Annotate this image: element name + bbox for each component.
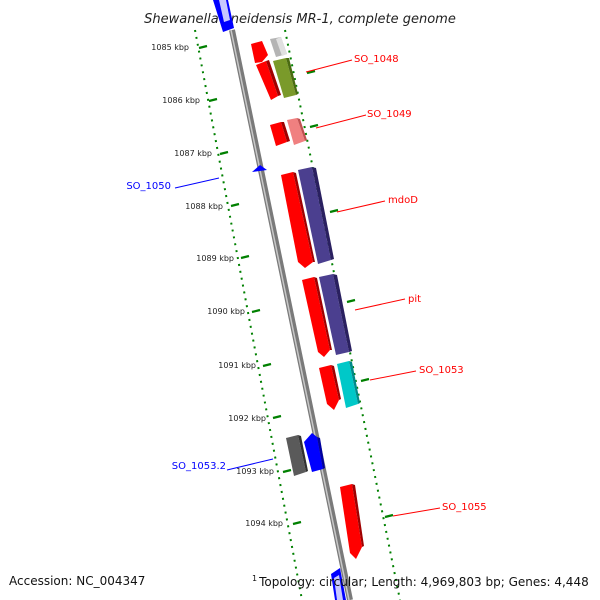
tick-mark: [272, 414, 282, 420]
feature-grey[interactable]: [270, 37, 287, 57]
feature-pink[interactable]: [287, 118, 307, 145]
tick-label: 1087 kbp: [174, 149, 212, 158]
tick-mark: [230, 202, 240, 208]
tick-mark: [282, 468, 292, 474]
left-tick-track: [194, 29, 303, 600]
tick-mark: [262, 362, 272, 368]
callout-so-1055: [392, 507, 441, 517]
topology-text: Topology: circular; Length: 4,969,803 bp…: [259, 575, 589, 589]
callout-so-1048: [305, 59, 353, 73]
gene-label-so-1050[interactable]: SO_1050: [126, 181, 171, 192]
tick-mark: [329, 208, 339, 214]
gene-label-so-1048[interactable]: SO_1048: [354, 54, 399, 65]
ruler-ticks: [198, 44, 394, 526]
tick-mark: [309, 123, 319, 129]
feature-dark-grey[interactable]: [286, 435, 308, 476]
tick-mark: [208, 97, 218, 103]
tick-mark: [219, 150, 229, 156]
feature-purple-2[interactable]: [319, 274, 352, 355]
gene-so-1049[interactable]: [270, 122, 290, 146]
tick-mark: [198, 44, 208, 50]
tick-mark: [360, 377, 370, 383]
tick-label: 1089 kbp: [196, 254, 234, 263]
tick-label: 1093 kbp: [236, 467, 274, 476]
gene-label-so-1053[interactable]: SO_1053: [419, 365, 464, 376]
gene-label-mdod[interactable]: mdoD: [388, 195, 418, 206]
tick-label: 1092 kbp: [228, 414, 266, 423]
reverse-feature-top[interactable]: [213, 0, 234, 32]
gene-label-so-1055[interactable]: SO_1055: [442, 502, 487, 513]
ruler-labels: 1085 kbp 1086 kbp 1087 kbp 1088 kbp 1089…: [151, 43, 283, 528]
callout-mdod: [336, 200, 386, 213]
tick-mark: [251, 308, 261, 314]
reverse-feature-bottom[interactable]: [331, 568, 346, 600]
callout-so-1050: [174, 177, 220, 189]
feature-olive[interactable]: [273, 58, 298, 98]
gene-so-1050[interactable]: [252, 165, 267, 172]
tick-label: 1094 kbp: [245, 519, 283, 528]
callout-so-1049: [315, 114, 367, 129]
right-tick-track: [284, 29, 401, 600]
tick-label: 1088 kbp: [185, 202, 223, 211]
topology-info: 1 Topology: circular; Length: 4,969,803 b…: [252, 574, 589, 589]
accession-text: Accession: NC_004347: [9, 574, 146, 588]
feature-cyan[interactable]: [337, 361, 360, 408]
gene-label-pit[interactable]: pit: [408, 294, 421, 305]
gene-label-so-1049[interactable]: SO_1049: [367, 109, 412, 120]
tick-label: 1091 kbp: [218, 361, 256, 370]
map-title: Shewanella oneidensis MR-1, complete gen…: [144, 12, 456, 27]
tick-mark: [292, 520, 302, 526]
tick-mark: [346, 298, 356, 304]
tick-label: 1090 kbp: [207, 307, 245, 316]
tick-mark: [306, 69, 316, 75]
callout-so-1053-2: [226, 458, 274, 471]
tick-label: 1086 kbp: [162, 96, 200, 105]
gene-pit[interactable]: [302, 277, 332, 357]
callout-pit: [354, 298, 406, 311]
tick-label: 1085 kbp: [151, 43, 189, 52]
callout-so-1053: [369, 370, 417, 381]
gene-label-so-1053-2[interactable]: SO_1053.2: [172, 461, 226, 472]
feature-purple-1[interactable]: [298, 167, 334, 264]
gene-so-1053-2[interactable]: [304, 433, 325, 472]
tick-mark: [384, 513, 394, 519]
tick-mark: [240, 254, 250, 260]
footnote-mark: 1: [252, 574, 258, 583]
genome-backbone: [229, 29, 353, 600]
gene-mdod[interactable]: [281, 172, 315, 268]
gene-so-1053[interactable]: [319, 365, 341, 410]
gene-so-1048[interactable]: [251, 41, 281, 100]
gene-so-1055[interactable]: [340, 484, 364, 559]
